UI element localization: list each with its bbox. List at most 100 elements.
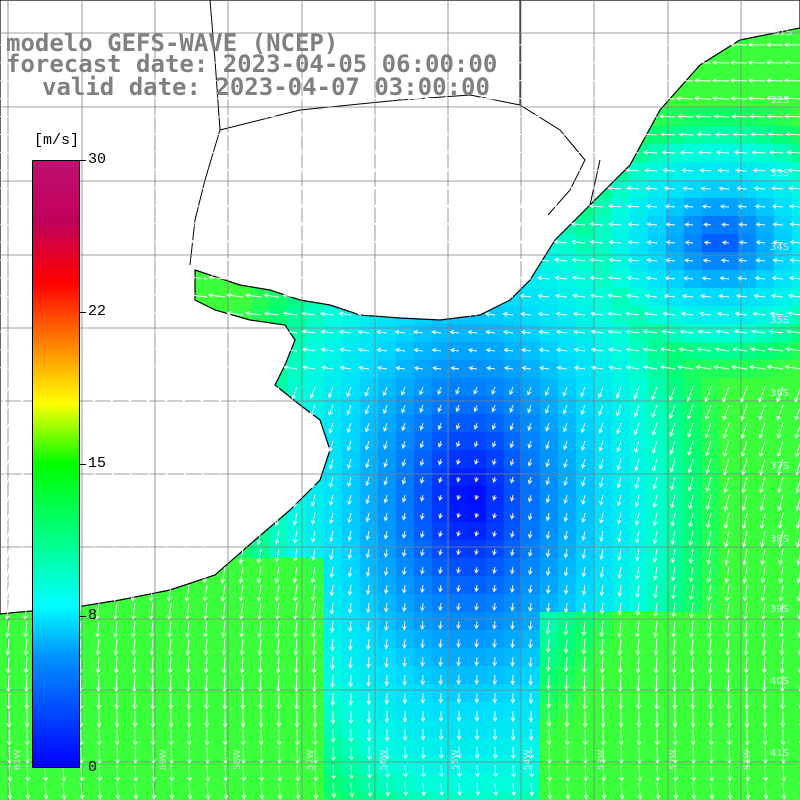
wind-arrow <box>510 512 515 520</box>
wind-arrow <box>392 239 406 245</box>
wind-arrow <box>428 221 442 227</box>
wind-arrow <box>244 96 262 101</box>
wind-arrow <box>244 131 262 137</box>
wind-arrow <box>136 293 154 298</box>
wind-arrow <box>709 764 715 782</box>
wind-arrow <box>442 96 460 101</box>
wind-arrow <box>673 782 679 800</box>
wind-arrow <box>281 239 298 245</box>
wind-arrow <box>474 692 480 704</box>
wind-arrow <box>154 114 172 119</box>
wind-arrow <box>96 692 101 710</box>
wind-arrow <box>352 78 370 83</box>
wind-arrow <box>635 620 640 638</box>
wind-arrow <box>713 114 730 119</box>
wind-arrow <box>427 203 442 209</box>
wind-arrow <box>100 185 118 191</box>
wind-arrow <box>608 257 622 263</box>
wind-arrow <box>771 204 784 209</box>
wind-arrow <box>599 548 604 561</box>
wind-arrow <box>419 404 424 413</box>
wind-arrow <box>447 257 460 263</box>
wind-arrow <box>536 257 550 263</box>
wind-arrow <box>100 203 118 209</box>
wind-arrow <box>555 311 568 317</box>
wind-arrow <box>226 42 244 48</box>
wind-arrow <box>118 221 136 227</box>
wind-arrow <box>276 728 282 746</box>
wind-cell <box>360 792 378 800</box>
wind-arrow <box>110 440 118 458</box>
wind-arrow <box>259 782 265 800</box>
wind-arrow <box>767 347 784 352</box>
wind-arrow <box>311 530 316 543</box>
wind-arrow <box>527 476 533 485</box>
wind-arrow <box>393 275 406 281</box>
wind-arrow <box>688 530 694 546</box>
wind-arrow <box>277 764 283 782</box>
wind-arrow <box>311 602 316 620</box>
wind-arrow <box>510 746 516 760</box>
wind-arrow <box>777 512 784 530</box>
wind-arrow <box>485 329 496 335</box>
wind-arrow <box>46 60 64 65</box>
wind-arrow <box>128 404 136 421</box>
wind-arrow <box>580 440 586 452</box>
wind-arrow <box>111 476 118 494</box>
wind-arrow <box>273 386 280 401</box>
wind-arrow <box>554 293 568 299</box>
wind-arrow <box>622 114 640 119</box>
wind-arrow <box>545 458 550 468</box>
wind-arrow <box>616 458 622 471</box>
wind-arrow <box>401 494 407 503</box>
wind-arrow <box>338 293 352 299</box>
wind-arrow <box>64 114 82 119</box>
wind-arrow <box>259 746 264 764</box>
wind-arrow <box>94 548 100 566</box>
wind-arrow <box>705 494 712 511</box>
wind-arrow <box>781 746 786 764</box>
wind-arrow <box>4 566 10 584</box>
wind-arrow <box>777 458 784 476</box>
wind-arrow <box>784 364 800 370</box>
wind-arrow <box>713 364 730 370</box>
wind-arrow <box>748 42 766 48</box>
wind-arrow <box>514 78 532 83</box>
wind-cell <box>792 360 800 378</box>
wind-arrow <box>781 782 787 800</box>
wind-arrow <box>172 364 190 370</box>
wind-arrow <box>21 458 28 476</box>
wind-arrow <box>665 222 676 227</box>
wind-arrow <box>262 185 280 191</box>
wind-arrow <box>714 132 730 137</box>
wind-arrow <box>744 710 750 728</box>
wind-arrow <box>357 329 370 335</box>
wind-arrow <box>226 185 244 191</box>
colorbar-tick-mark <box>80 616 86 617</box>
wind-arrow <box>438 620 443 630</box>
wind-arrow <box>110 386 118 403</box>
wind-arrow <box>788 186 800 191</box>
wind-arrow <box>651 422 658 437</box>
wind-arrow <box>545 422 550 432</box>
wind-arrow <box>449 347 460 353</box>
wind-arrow <box>635 656 641 674</box>
wind-arrow <box>367 746 372 761</box>
wind-arrow <box>520 329 532 335</box>
wind-arrow <box>24 710 30 728</box>
wind-arrow <box>496 78 514 83</box>
wind-arrow <box>442 60 460 65</box>
model-title: modelo GEFS-WAVE (NCEP) <box>6 29 339 57</box>
wind-arrow <box>132 692 137 710</box>
wind-arrow <box>518 239 532 245</box>
wind-cell <box>792 396 800 414</box>
wind-arrow <box>689 602 694 619</box>
wind-arrow <box>256 584 262 602</box>
wind-arrow <box>727 764 733 782</box>
wind-arrow <box>97 746 102 764</box>
wind-arrow <box>533 149 550 155</box>
wind-arrow <box>100 221 118 227</box>
wind-arrow <box>154 293 172 298</box>
wind-arrow <box>352 114 370 119</box>
